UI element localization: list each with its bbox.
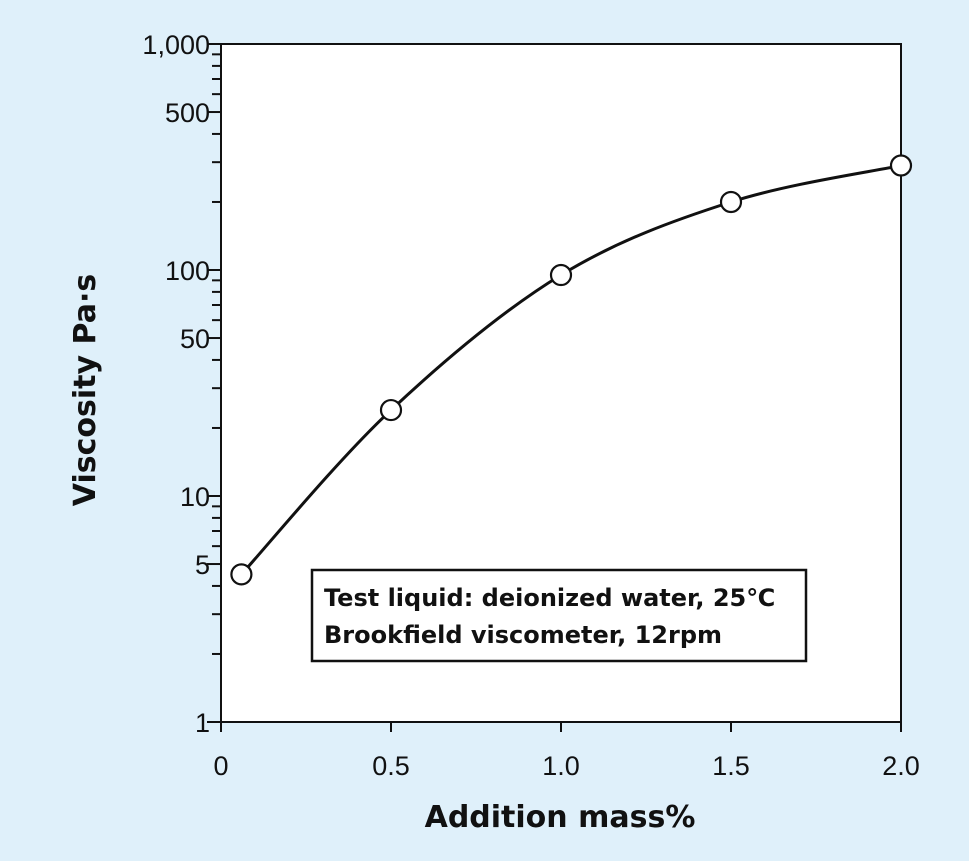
y-tick-label: 100 — [165, 256, 210, 286]
data-point — [549, 263, 573, 287]
x-tick-label: 1.0 — [542, 751, 580, 781]
data-point — [379, 398, 403, 422]
data-point — [889, 154, 913, 177]
data-point — [719, 190, 743, 214]
y-tick-label: 50 — [180, 324, 210, 354]
y-tick-label: 5 — [195, 550, 210, 580]
annotation-box: Test liquid: deionized water, 25℃ Brookf… — [310, 568, 808, 663]
y-tick-label: 500 — [165, 98, 210, 128]
x-tick-label: 2.0 — [882, 751, 920, 781]
y-axis-tick-labels: 1 5 10 50 100 500 1,000 — [142, 30, 210, 738]
x-tick-label: 0.5 — [372, 751, 410, 781]
annotation-line-2: Brookfield viscometer, 12rpm — [324, 621, 722, 649]
x-tick-label: 1.5 — [712, 751, 750, 781]
x-axis-tick-labels: 0 0.5 1.0 1.5 2.0 — [213, 751, 919, 781]
y-tick-label: 1 — [195, 708, 210, 738]
y-axis-title: Viscosity Pa·s — [68, 274, 103, 506]
annotation-line-1: Test liquid: deionized water, 25℃ — [324, 584, 775, 612]
data-point — [230, 563, 253, 586]
x-axis-ticks — [220, 722, 902, 732]
x-axis-title: Addition mass% — [425, 800, 696, 835]
y-tick-label: 1,000 — [142, 30, 210, 60]
y-tick-label: 10 — [180, 482, 210, 512]
x-tick-label: 0 — [213, 751, 228, 781]
y-axis-ticks — [207, 43, 221, 723]
data-points — [230, 154, 913, 586]
annotation-frame — [310, 568, 808, 663]
